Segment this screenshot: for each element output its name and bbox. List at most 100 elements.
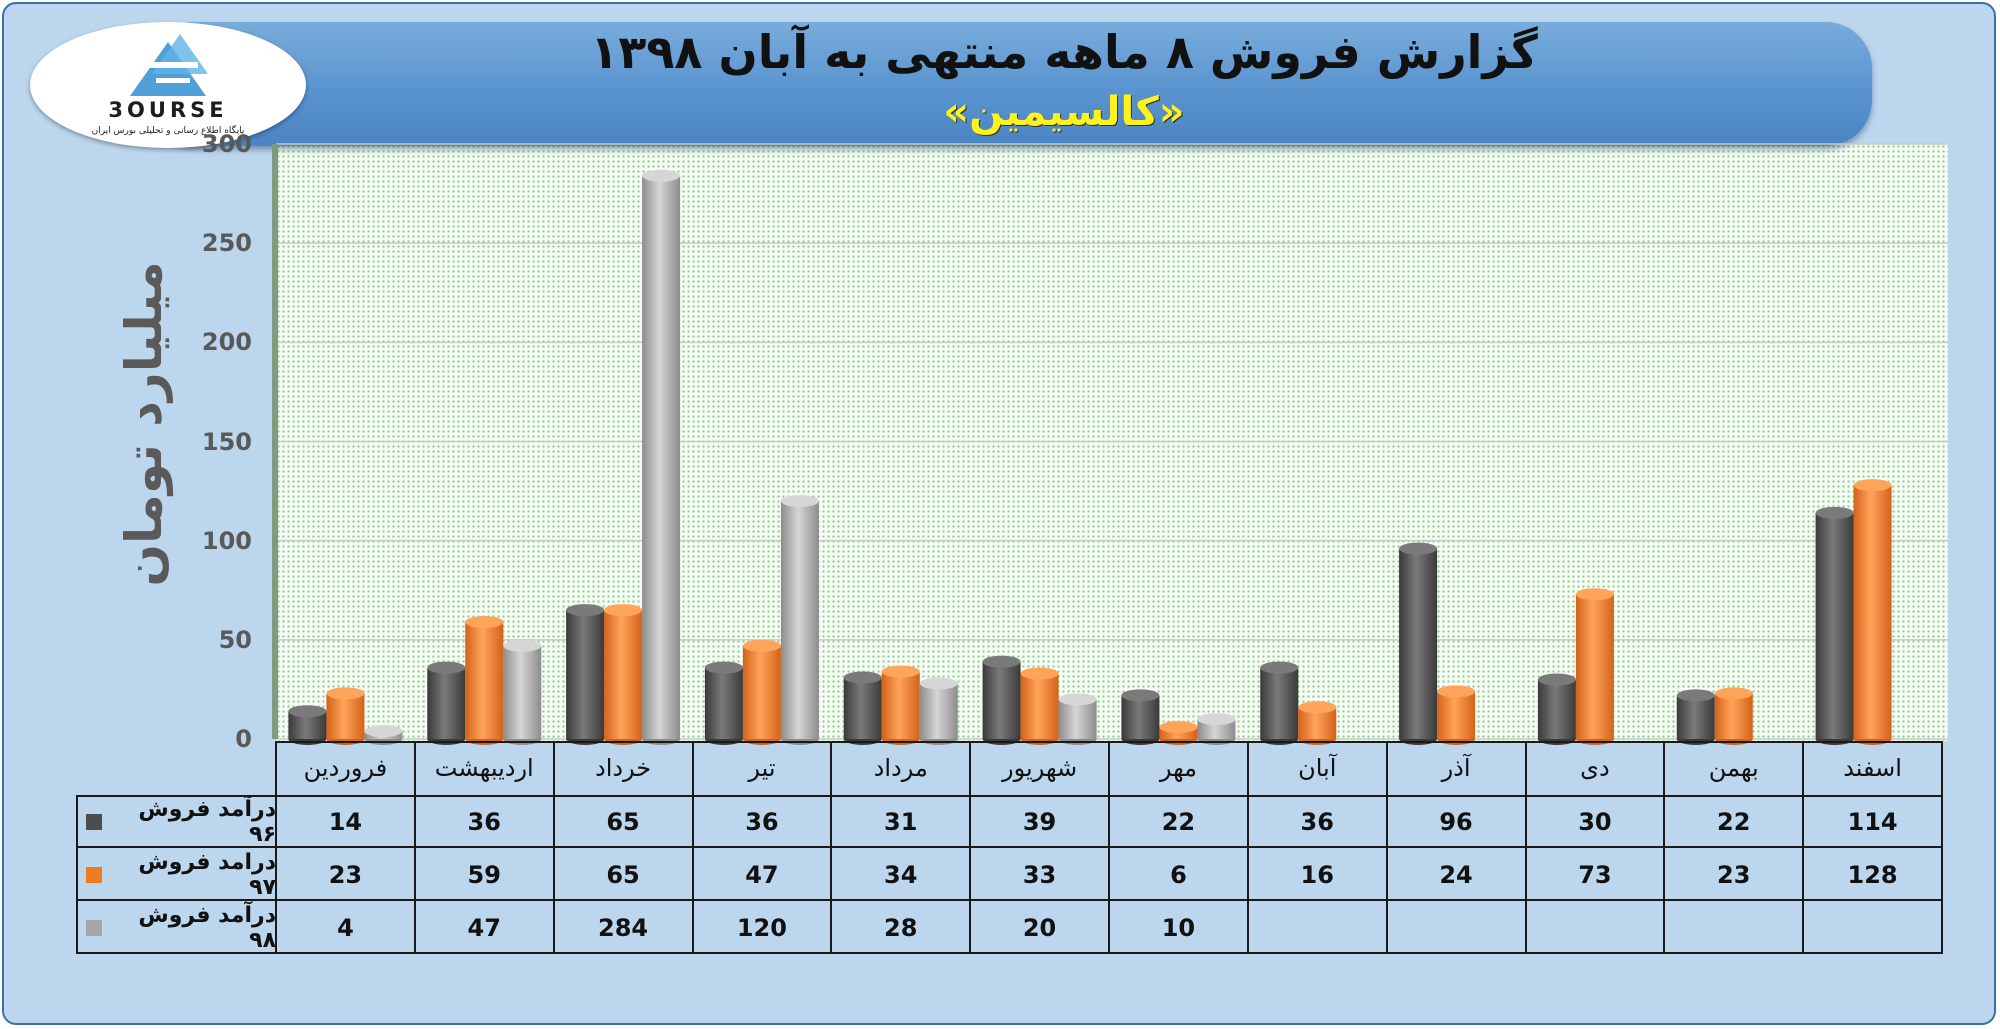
data-label: 128 [1847,860,1898,889]
table-gridline [76,795,1942,797]
table-gridline [76,846,1942,848]
x-tick-label: شهریور [1002,754,1078,782]
bar [1260,661,1299,745]
table-gridline [969,741,972,954]
y-tick-label: 0 [235,725,252,753]
bar [326,687,365,745]
plot-left-wall [272,144,278,739]
legend-entry: درآمد فروش ۹۶ [76,795,276,848]
data-label: 73 [1578,860,1612,889]
table-gridline [76,899,1942,901]
bar [1815,506,1854,745]
data-label: 23 [1717,860,1751,889]
table-gridline [1246,741,1249,954]
data-label: 96 [1439,807,1473,836]
bar [1121,689,1160,745]
y-tick-label: 200 [201,328,252,357]
chart-title: گزارش فروش ۸ ماهه منتهی به آبان ۱۳۹۸ [590,25,1538,79]
x-tick-label: خرداد [595,754,652,782]
bar [1676,689,1715,745]
data-label: 65 [606,807,640,836]
data-label: 20 [1022,913,1057,942]
logo-mark-icon [130,34,208,96]
bar [604,604,643,745]
table-gridline [413,741,416,954]
bar [288,705,327,745]
legend-swatch [86,919,102,936]
title-banner [164,22,1872,146]
table-gridline [1108,741,1110,954]
table-gridline [1941,741,1943,954]
data-label: 22 [1161,807,1196,836]
y-tick-label: 50 [218,625,252,654]
data-label: 33 [1022,860,1057,889]
table-gridline [691,741,694,954]
bar [1853,479,1892,745]
bar [881,665,920,745]
x-tick-label: اسفند [1843,754,1902,782]
data-label: 22 [1717,807,1751,836]
legend-label: درآمد فروش ۹۸ [138,902,276,953]
bar [919,677,958,745]
bar [704,661,743,745]
bar [843,671,882,745]
logo-tagline: پایگاه اطلاع رسانی و تحلیلی بورس ایران [91,126,245,136]
data-label: 36 [745,807,779,836]
x-tick-label: تیر [748,754,776,782]
data-label: 34 [884,860,918,889]
bar [465,615,504,745]
data-label: 114 [1847,807,1898,836]
data-label: 59 [467,860,501,889]
data-label: 120 [736,913,787,942]
data-label: 24 [1439,860,1473,889]
chart-subtitle: «کالسیمین» [943,89,1185,135]
x-tick-label: اردیبهشت [434,754,534,782]
data-table: فروردین اردیبهشت خرداد تیر مرداد شهریور مهر آبا… [76,741,1943,954]
bar [1399,542,1438,745]
data-label: 28 [884,913,918,942]
legend-swatch [86,813,102,830]
data-label: 47 [467,913,501,942]
bar [1437,685,1476,745]
table-gridline [1663,741,1666,954]
table-gridline [552,741,555,954]
data-label [1803,901,1942,954]
data-label: 31 [884,807,918,836]
data-label: 10 [1161,913,1196,942]
table-gridline [1524,741,1527,954]
bar [1537,673,1576,745]
data-label [1526,901,1665,954]
bar [1298,701,1337,745]
legend-label: درآمد فروش ۹۶ [138,796,276,847]
data-label: 36 [1300,807,1334,836]
x-tick-label: دی [1580,754,1610,782]
data-label [1387,901,1526,954]
bar [1020,667,1059,745]
x-tick-label: آبان [1298,754,1337,782]
data-label [1664,901,1803,954]
y-tick-label: 300 [201,130,252,158]
bar [642,169,681,745]
x-tick-label: مهر [1159,754,1197,782]
x-tick-label: مرداد [873,754,928,782]
data-label: 36 [467,807,501,836]
data-label: 4 [337,913,354,942]
data-label: 284 [598,913,649,942]
data-label: 23 [328,860,363,889]
bar [566,604,605,745]
bar [982,655,1021,745]
data-label: 16 [1300,860,1334,889]
bar [1575,588,1614,745]
table-gridline [1385,741,1388,954]
data-label: 39 [1022,807,1057,836]
data-label: 47 [745,860,779,889]
data-label: 6 [1170,860,1187,889]
bar [742,639,781,745]
table-gridline [830,741,833,954]
bar [1197,713,1236,745]
logo-text: 3OURSE [108,98,228,122]
table-gridline [1802,741,1805,954]
legend-entry: درآمد فروش ۹۸ [76,901,276,954]
data-label: 14 [328,807,363,836]
